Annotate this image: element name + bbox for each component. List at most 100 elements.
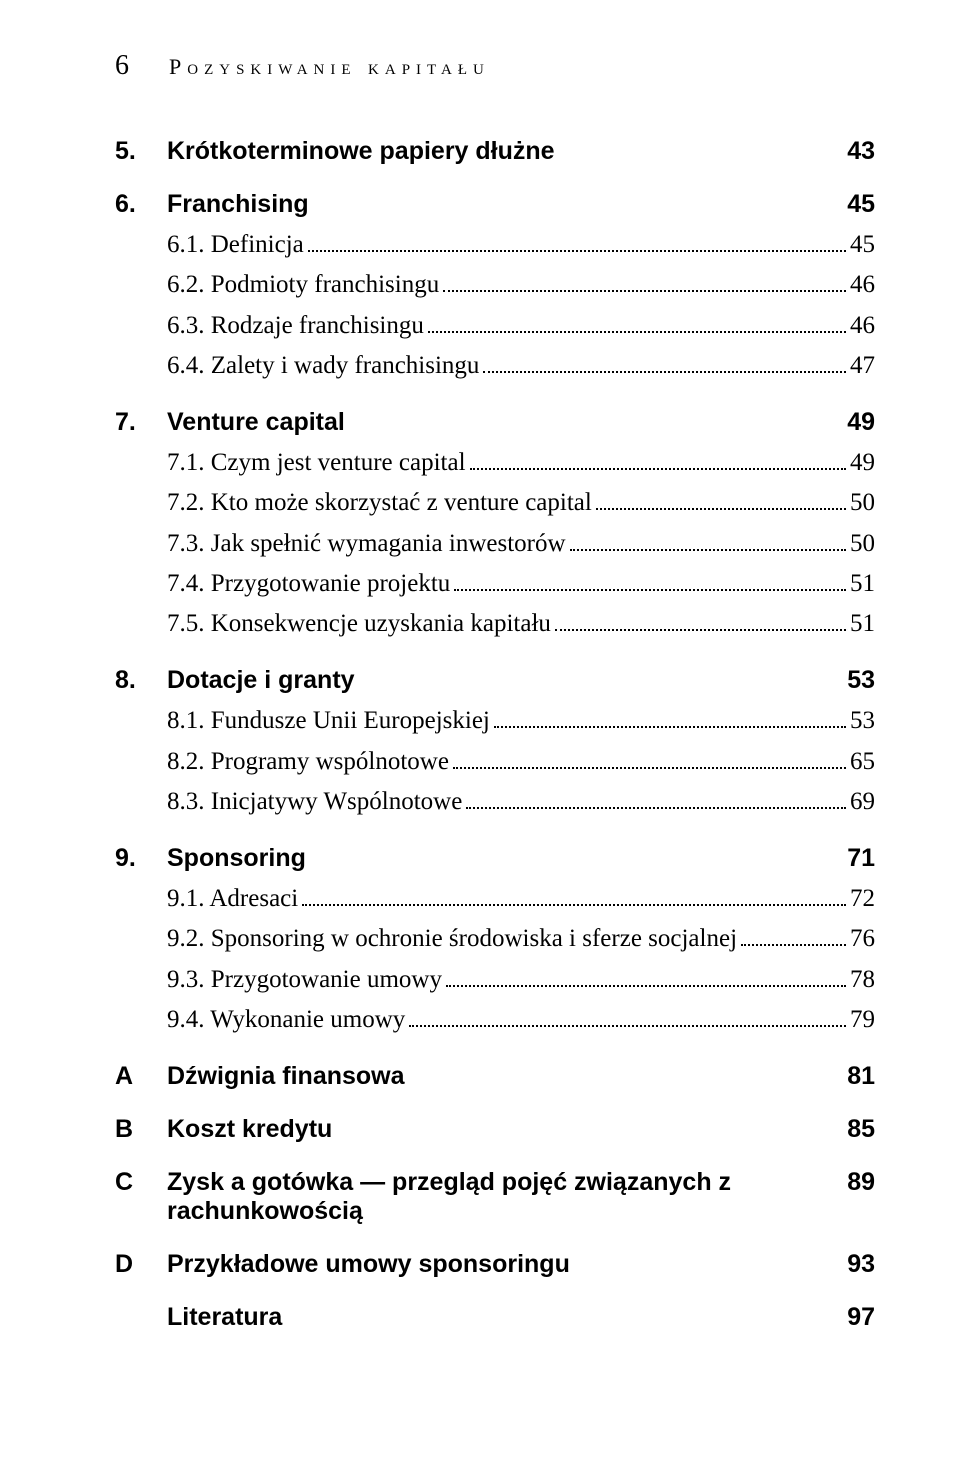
literature-title: Literatura <box>167 1303 829 1332</box>
dot-leader <box>570 549 846 551</box>
dot-leader <box>454 589 846 591</box>
subentry-page: 50 <box>850 485 875 521</box>
subentry-text: 8.2. Programy wspólnotowe <box>167 744 449 780</box>
literature-page: 97 <box>847 1303 875 1332</box>
subentry-page: 50 <box>850 526 875 562</box>
dot-leader <box>308 250 846 252</box>
chapter-page: 43 <box>847 137 875 166</box>
chapter-title: Sponsoring <box>167 844 829 873</box>
subentry-text: 8.1. Fundusze Unii Europejskiej <box>167 703 490 739</box>
subentry-text: 9.4. Wykonanie umowy <box>167 1002 405 1038</box>
toc-subentry: 7.3. Jak spełnić wymagania inwestorów 50 <box>167 526 875 562</box>
page-number: 6 <box>115 50 129 82</box>
dot-leader <box>470 468 846 470</box>
appendix-page: 85 <box>847 1115 875 1144</box>
subentry-page: 78 <box>850 962 875 998</box>
appendix-title: Przykładowe umowy sponsoringu <box>167 1250 829 1279</box>
document-page: 6 Pozyskiwanie kapitału 5. Krótkotermino… <box>0 0 960 1332</box>
toc-appendix: A Dźwignia finansowa 81 <box>115 1062 875 1091</box>
subentry-page: 53 <box>850 703 875 739</box>
subentry-text: 7.4. Przygotowanie projektu <box>167 566 450 602</box>
subentry-text: 6.2. Podmioty franchisingu <box>167 267 439 303</box>
toc-subentry: 6.1. Definicja 45 <box>167 227 875 263</box>
appendix-page: 81 <box>847 1062 875 1091</box>
toc-chapter: 9. Sponsoring 71 <box>115 844 875 873</box>
appendix-page: 89 <box>847 1168 875 1197</box>
toc-chapter: 8. Dotacje i granty 53 <box>115 666 875 695</box>
toc-subentry: 8.2. Programy wspólnotowe 65 <box>167 744 875 780</box>
toc-subentry: 8.1. Fundusze Unii Europejskiej 53 <box>167 703 875 739</box>
subentry-text: 9.2. Sponsoring w ochronie środowiska i … <box>167 921 737 957</box>
toc-subentry: 6.4. Zalety i wady franchisingu 47 <box>167 348 875 384</box>
subentry-page: 72 <box>850 881 875 917</box>
dot-leader <box>483 371 846 373</box>
chapter-number: 9. <box>115 844 167 873</box>
appendix-title: Koszt kredytu <box>167 1115 829 1144</box>
subentry-page: 51 <box>850 566 875 602</box>
subentry-text: 8.3. Inicjatywy Wspólnotowe <box>167 784 462 820</box>
appendix-title: Dźwignia finansowa <box>167 1062 829 1091</box>
subentry-page: 45 <box>850 227 875 263</box>
subentry-text: 7.3. Jak spełnić wymagania inwestorów <box>167 526 566 562</box>
subentry-text: 7.5. Konsekwencje uzyskania kapitału <box>167 606 551 642</box>
dot-leader <box>596 508 846 510</box>
dot-leader <box>555 629 846 631</box>
chapter-number: 5. <box>115 137 167 166</box>
toc-subentry: 7.1. Czym jest venture capital 49 <box>167 445 875 481</box>
toc-subentry: 9.3. Przygotowanie umowy 78 <box>167 962 875 998</box>
subentry-page: 47 <box>850 348 875 384</box>
chapter-title: Dotacje i granty <box>167 666 829 695</box>
toc-subentry: 9.4. Wykonanie umowy 79 <box>167 1002 875 1038</box>
subentry-page: 79 <box>850 1002 875 1038</box>
appendix-letter: A <box>115 1062 167 1091</box>
dot-leader <box>302 904 846 906</box>
table-of-contents: 5. Krótkoterminowe papiery dłużne 43 6. … <box>115 137 875 1332</box>
appendix-page: 93 <box>847 1250 875 1279</box>
dot-leader <box>443 290 846 292</box>
chapter-number: 7. <box>115 408 167 437</box>
subentry-page: 69 <box>850 784 875 820</box>
chapter-page: 45 <box>847 190 875 219</box>
dot-leader <box>466 807 846 809</box>
appendix-letter: D <box>115 1250 167 1279</box>
subentry-text: 9.1. Adresaci <box>167 881 298 917</box>
toc-chapter: 6. Franchising 45 <box>115 190 875 219</box>
toc-subentry: 7.5. Konsekwencje uzyskania kapitału 51 <box>167 606 875 642</box>
running-title: Pozyskiwanie kapitału <box>169 54 490 80</box>
subentry-page: 51 <box>850 606 875 642</box>
dot-leader <box>453 767 846 769</box>
appendix-title: Zysk a gotówka — przegląd pojęć związany… <box>167 1168 829 1226</box>
chapter-number: 6. <box>115 190 167 219</box>
appendix-letter: B <box>115 1115 167 1144</box>
toc-literature: Literatura 97 <box>167 1303 875 1332</box>
subentry-page: 46 <box>850 267 875 303</box>
chapter-page: 53 <box>847 666 875 695</box>
dot-leader <box>428 331 846 333</box>
subentry-text: 6.1. Definicja <box>167 227 304 263</box>
toc-chapter: 5. Krótkoterminowe papiery dłużne 43 <box>115 137 875 166</box>
appendix-letter: C <box>115 1168 167 1197</box>
toc-subentry: 8.3. Inicjatywy Wspólnotowe 69 <box>167 784 875 820</box>
subentry-page: 46 <box>850 308 875 344</box>
toc-subentry: 6.3. Rodzaje franchisingu 46 <box>167 308 875 344</box>
chapter-page: 71 <box>847 844 875 873</box>
dot-leader <box>409 1025 846 1027</box>
chapter-title: Franchising <box>167 190 829 219</box>
toc-appendix: D Przykładowe umowy sponsoringu 93 <box>115 1250 875 1279</box>
toc-appendix: C Zysk a gotówka — przegląd pojęć związa… <box>115 1168 875 1226</box>
toc-subentry: 6.2. Podmioty franchisingu 46 <box>167 267 875 303</box>
subentry-text: 6.4. Zalety i wady franchisingu <box>167 348 479 384</box>
toc-appendix: B Koszt kredytu 85 <box>115 1115 875 1144</box>
subentry-text: 7.1. Czym jest venture capital <box>167 445 466 481</box>
toc-chapter: 7. Venture capital 49 <box>115 408 875 437</box>
subentry-text: 7.2. Kto może skorzystać z venture capit… <box>167 485 592 521</box>
toc-subentry: 9.2. Sponsoring w ochronie środowiska i … <box>167 921 875 957</box>
subentry-text: 6.3. Rodzaje franchisingu <box>167 308 424 344</box>
toc-subentry: 7.4. Przygotowanie projektu 51 <box>167 566 875 602</box>
page-header: 6 Pozyskiwanie kapitału <box>115 50 875 82</box>
dot-leader <box>741 944 846 946</box>
chapter-number: 8. <box>115 666 167 695</box>
chapter-title: Venture capital <box>167 408 829 437</box>
toc-subentry: 9.1. Adresaci 72 <box>167 881 875 917</box>
subentry-text: 9.3. Przygotowanie umowy <box>167 962 442 998</box>
